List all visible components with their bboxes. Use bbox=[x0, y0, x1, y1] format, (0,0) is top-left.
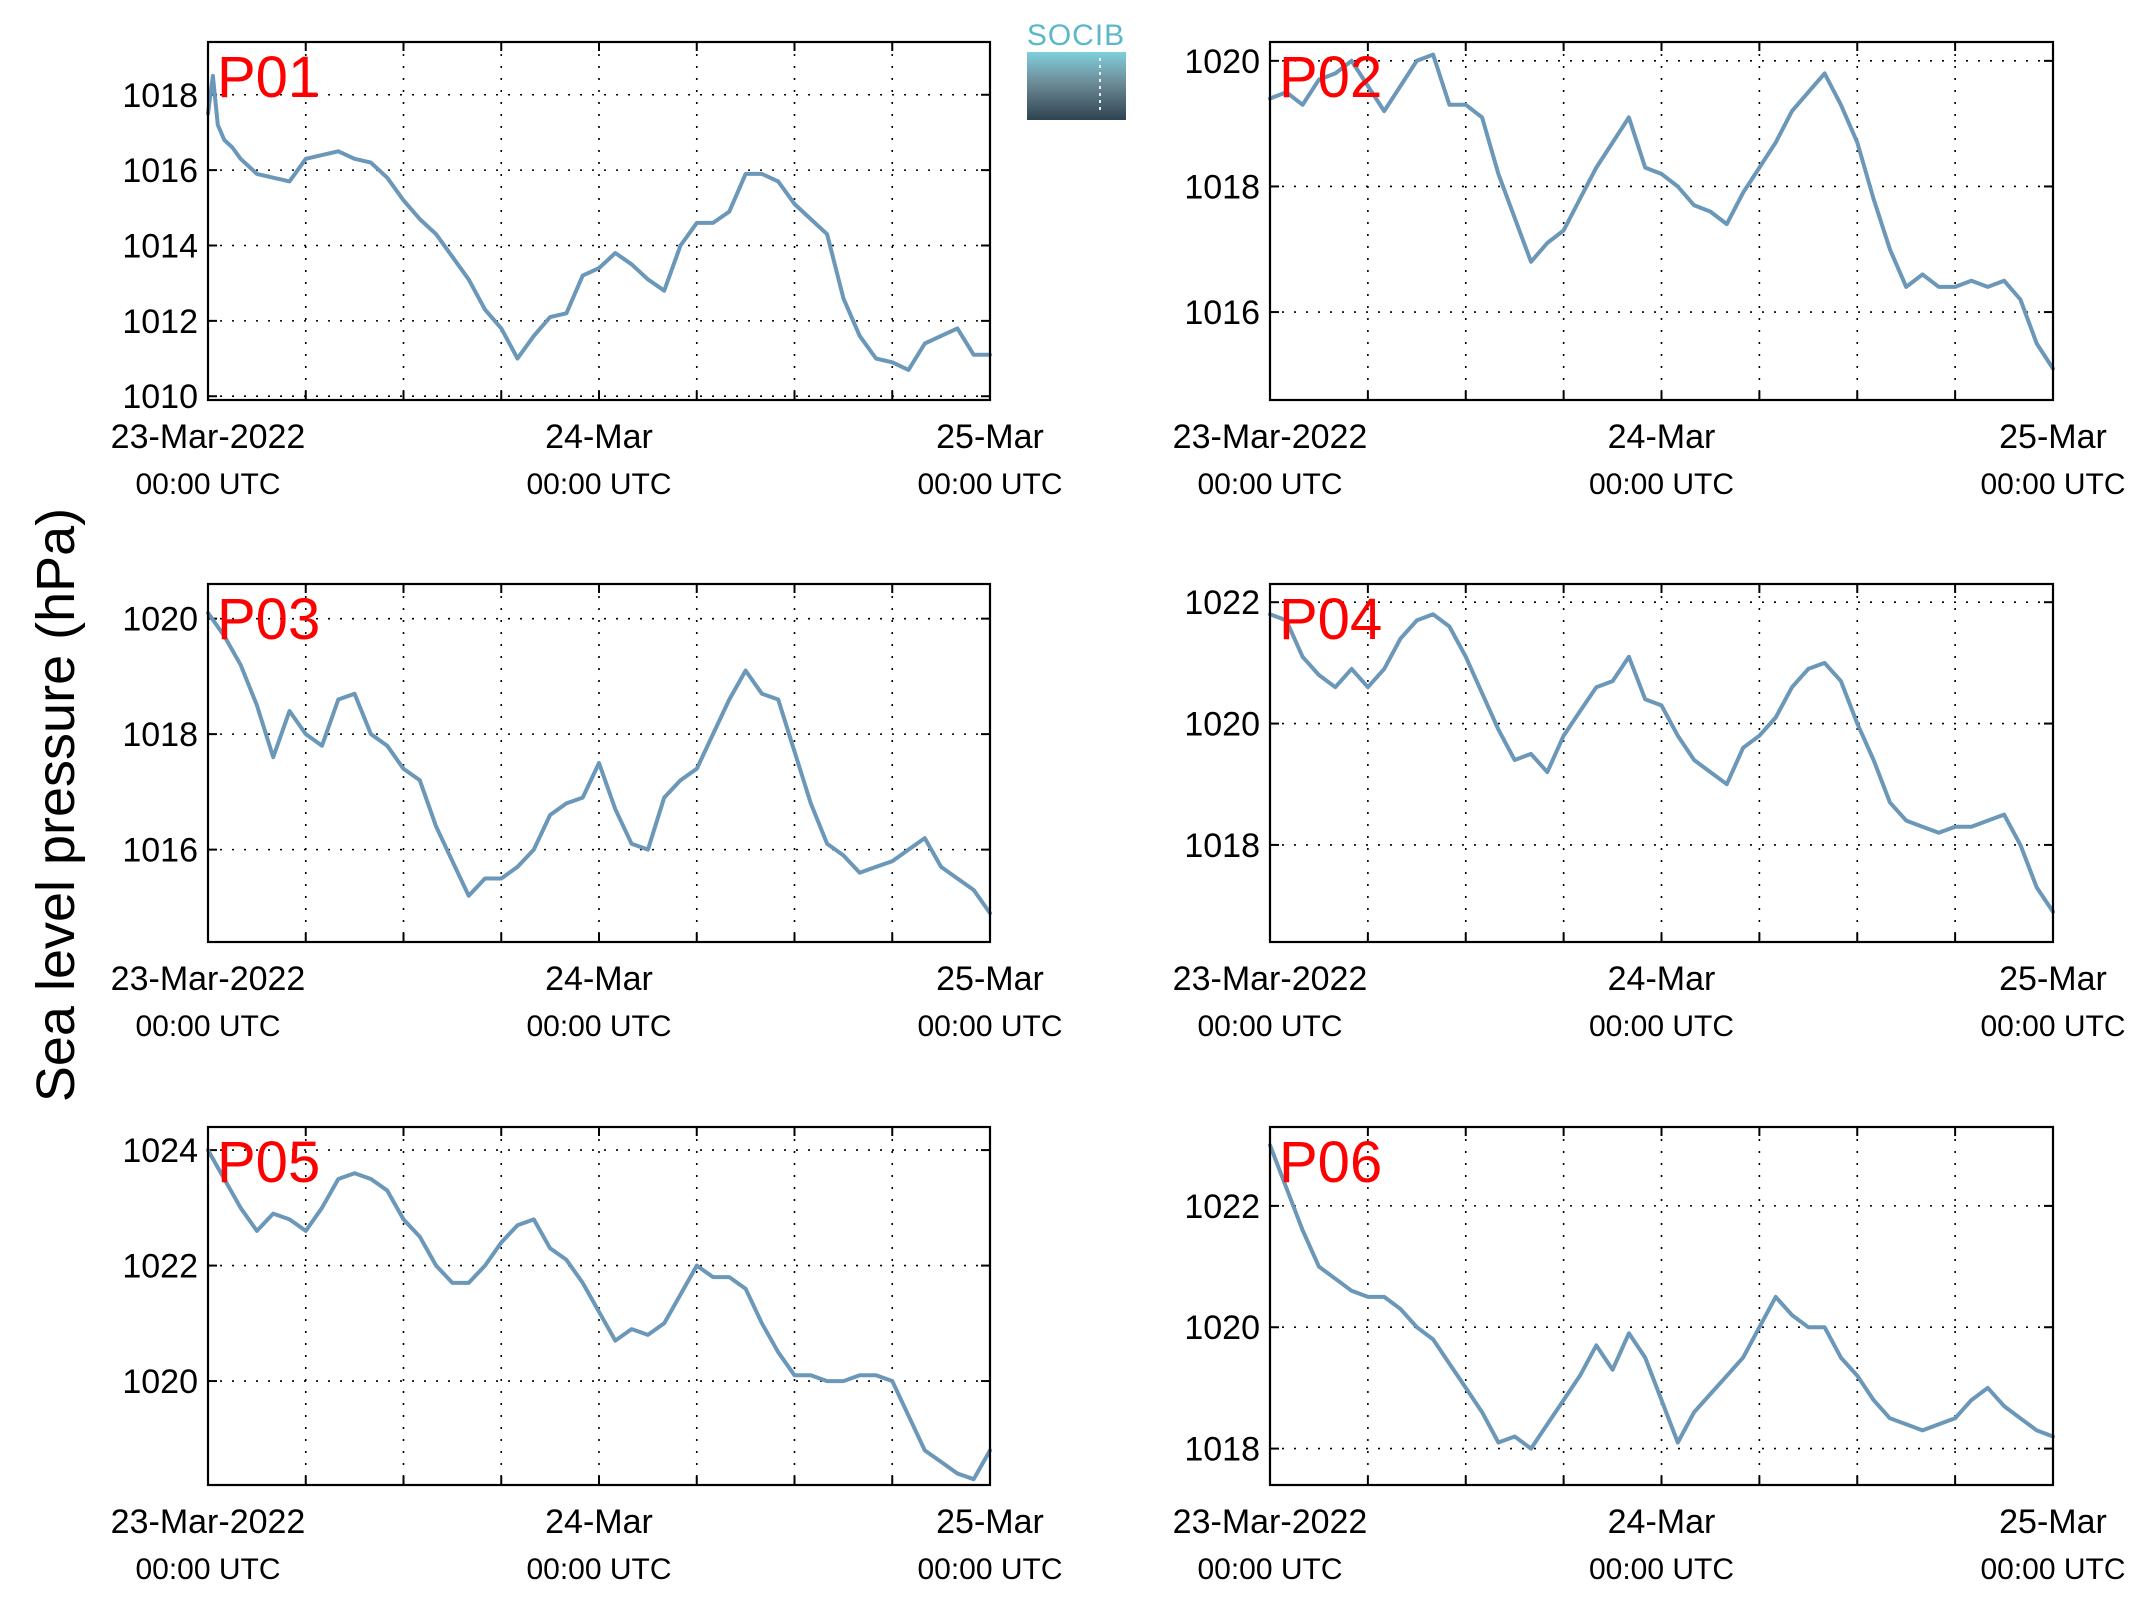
x-tick-label: 25-Mar bbox=[1999, 1503, 2107, 1541]
x-tick-label: 24-Mar bbox=[1608, 960, 1716, 998]
y-tick-label: 1010 bbox=[122, 378, 198, 416]
panel-title: P01 bbox=[217, 45, 320, 110]
x-tick-label: 24-Mar bbox=[545, 418, 653, 456]
y-tick-label: 1018 bbox=[122, 716, 198, 754]
x-tick-sublabel: 00:00 UTC bbox=[1197, 1010, 1342, 1043]
panel-title: P02 bbox=[1279, 45, 1382, 110]
x-tick-sublabel: 00:00 UTC bbox=[917, 1010, 1062, 1043]
y-tick-label: 1018 bbox=[1184, 168, 1260, 206]
y-tick-label: 1018 bbox=[1184, 827, 1260, 865]
axes-box bbox=[1268, 1125, 2055, 1487]
x-tick-sublabel: 00:00 UTC bbox=[917, 1553, 1062, 1586]
panel-p04: 1018 1020 1022 23-Mar-2022 00:00 UTC 24-Mar 00… bbox=[1173, 582, 2126, 1043]
x-tick-label: 23-Mar-2022 bbox=[111, 960, 306, 998]
x-tick-label: 24-Mar bbox=[545, 960, 653, 998]
x-tick-label: 23-Mar-2022 bbox=[1173, 960, 1368, 998]
panel-title: P06 bbox=[1279, 1130, 1382, 1195]
x-tick-sublabel: 00:00 UTC bbox=[1589, 1010, 1734, 1043]
panel-p02: 1016 1018 1020 23-Mar-2022 00:00 UTC 24-Mar 00… bbox=[1173, 40, 2126, 501]
axes-box bbox=[206, 40, 992, 402]
y-axis-label: Sea level pressure (hPa) bbox=[26, 508, 86, 1102]
x-tick-label: 25-Mar bbox=[1999, 960, 2107, 998]
x-tick-sublabel: 00:00 UTC bbox=[1980, 468, 2125, 501]
x-tick-label: 25-Mar bbox=[936, 1503, 1044, 1541]
x-tick-sublabel: 00:00 UTC bbox=[1589, 468, 1734, 501]
x-tick-label: 25-Mar bbox=[936, 960, 1044, 998]
y-tick-label: 1014 bbox=[122, 227, 198, 265]
series-line bbox=[1268, 52, 2055, 371]
series-line bbox=[206, 610, 992, 916]
x-tick-sublabel: 00:00 UTC bbox=[1980, 1553, 2125, 1586]
y-tick-label: 1020 bbox=[1184, 43, 1260, 81]
x-tick-label: 24-Mar bbox=[1608, 1503, 1716, 1541]
x-tick-sublabel: 00:00 UTC bbox=[526, 1010, 671, 1043]
x-tick-label: 23-Mar-2022 bbox=[111, 418, 306, 456]
x-tick-label: 24-Mar bbox=[545, 1503, 653, 1541]
x-tick-sublabel: 00:00 UTC bbox=[526, 468, 671, 501]
series-line bbox=[1268, 612, 2055, 914]
panels-layer: 1010 1012 1014 1016 1018 23-Mar-2022 00:00 UTC… bbox=[111, 40, 2126, 1586]
y-tick-label: 1020 bbox=[122, 601, 198, 639]
x-tick-sublabel: 00:00 UTC bbox=[135, 1553, 280, 1586]
x-tick-label: 23-Mar-2022 bbox=[1173, 1503, 1368, 1541]
series-line bbox=[1268, 1143, 2055, 1451]
panel-p05: 1020 1022 1024 23-Mar-2022 00:00 UTC 24-Mar 00… bbox=[111, 1125, 1063, 1586]
y-tick-label: 1016 bbox=[1184, 294, 1260, 332]
x-tick-label: 25-Mar bbox=[936, 418, 1044, 456]
y-tick-label: 1020 bbox=[122, 1363, 198, 1401]
x-tick-sublabel: 00:00 UTC bbox=[1197, 1553, 1342, 1586]
panel-p01: 1010 1012 1014 1016 1018 23-Mar-2022 00:00 UTC… bbox=[111, 40, 1063, 501]
x-tick-sublabel: 00:00 UTC bbox=[1197, 468, 1342, 501]
x-tick-sublabel: 00:00 UTC bbox=[135, 1010, 280, 1043]
socib-logo: SOCIB bbox=[1027, 19, 1126, 120]
y-tick-label: 1022 bbox=[1184, 584, 1260, 622]
y-tick-label: 1022 bbox=[1184, 1188, 1260, 1226]
panel-p06: 1018 1020 1022 23-Mar-2022 00:00 UTC 24-Mar 00… bbox=[1173, 1125, 2126, 1586]
x-tick-sublabel: 00:00 UTC bbox=[1980, 1010, 2125, 1043]
axes-box bbox=[1268, 40, 2055, 402]
panel-title: P04 bbox=[1279, 587, 1382, 652]
y-tick-label: 1018 bbox=[1184, 1431, 1260, 1469]
x-tick-sublabel: 00:00 UTC bbox=[526, 1553, 671, 1586]
x-tick-sublabel: 00:00 UTC bbox=[1589, 1553, 1734, 1586]
x-tick-label: 25-Mar bbox=[1999, 418, 2107, 456]
series-line bbox=[206, 73, 992, 372]
y-tick-label: 1020 bbox=[1184, 706, 1260, 744]
axes-box bbox=[206, 1125, 992, 1487]
panel-title: P03 bbox=[217, 587, 320, 652]
x-tick-sublabel: 00:00 UTC bbox=[135, 468, 280, 501]
panel-p03: 1016 1018 1020 23-Mar-2022 00:00 UTC 24-Mar 00… bbox=[111, 582, 1063, 1043]
x-tick-sublabel: 00:00 UTC bbox=[917, 468, 1062, 501]
y-tick-label: 1016 bbox=[122, 152, 198, 190]
y-tick-label: 1024 bbox=[122, 1132, 198, 1170]
y-tick-label: 1012 bbox=[122, 303, 198, 341]
y-tick-label: 1018 bbox=[122, 77, 198, 115]
axes-box bbox=[1268, 582, 2055, 944]
y-tick-label: 1022 bbox=[122, 1248, 198, 1286]
logo-text: SOCIB bbox=[1027, 19, 1125, 52]
panel-title: P05 bbox=[217, 1130, 320, 1195]
axes-box bbox=[206, 582, 992, 944]
x-tick-label: 23-Mar-2022 bbox=[1173, 418, 1368, 456]
y-tick-label: 1020 bbox=[1184, 1309, 1260, 1347]
x-tick-label: 23-Mar-2022 bbox=[111, 1503, 306, 1541]
x-tick-label: 24-Mar bbox=[1608, 418, 1716, 456]
series-line bbox=[206, 1148, 992, 1482]
y-tick-label: 1016 bbox=[122, 832, 198, 870]
